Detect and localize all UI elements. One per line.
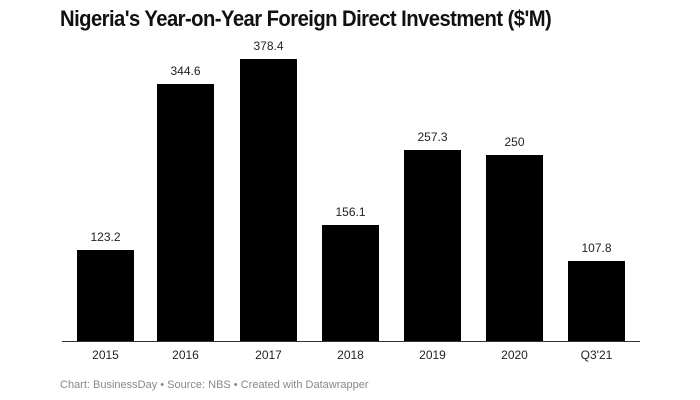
chart-footer: Chart: BusinessDay • Source: NBS • Creat… bbox=[60, 379, 369, 391]
bar-group: 344.6 bbox=[157, 62, 214, 342]
bar bbox=[322, 225, 379, 342]
bar bbox=[240, 59, 297, 342]
bar-group: 156.1 bbox=[322, 203, 379, 342]
x-tick-label: 2017 bbox=[255, 348, 282, 362]
bar-group: 257.3 bbox=[404, 128, 461, 342]
x-tick-label: Q3'21 bbox=[580, 348, 613, 362]
value-label: 123.2 bbox=[90, 230, 121, 244]
x-tick-label: 2016 bbox=[172, 348, 199, 362]
bar-group: 107.8 bbox=[568, 239, 625, 342]
value-label: 257.3 bbox=[417, 130, 448, 144]
value-label: 107.8 bbox=[581, 241, 612, 255]
x-tick-label: 2020 bbox=[501, 348, 528, 362]
bar bbox=[486, 155, 543, 342]
x-tick-label: 2015 bbox=[92, 348, 119, 362]
bar bbox=[77, 250, 134, 342]
bar-group: 250 bbox=[486, 133, 543, 342]
value-label: 156.1 bbox=[335, 205, 366, 219]
bar-group: 123.2 bbox=[77, 228, 134, 342]
plot-area: 123.2 344.6 378.4 156.1 257.3 250 107.8 bbox=[62, 37, 640, 342]
chart-title: Nigeria's Year-on-Year Foreign Direct In… bbox=[60, 6, 552, 31]
value-label: 250 bbox=[504, 135, 525, 149]
bar bbox=[568, 261, 625, 342]
bar bbox=[157, 84, 214, 342]
x-tick-label: 2018 bbox=[337, 348, 364, 362]
x-axis-line bbox=[62, 341, 640, 342]
value-label: 378.4 bbox=[253, 39, 284, 53]
x-tick-label: 2019 bbox=[419, 348, 446, 362]
bar bbox=[404, 150, 461, 342]
value-label: 344.6 bbox=[170, 64, 201, 78]
bar-group: 378.4 bbox=[240, 37, 297, 342]
